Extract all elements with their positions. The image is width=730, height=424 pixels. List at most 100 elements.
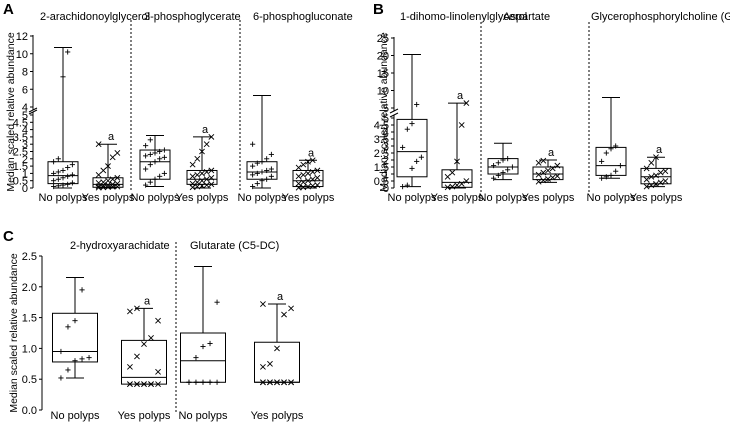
panel-a-subplot-2-group-0-point-4 [268,173,274,179]
panel-b-subplot-2-group-1-point-1 [648,182,655,189]
panel-b-subplot-2-title: Glycerophosphorylcholine (GPC) [591,11,730,23]
panel-b-y-tick-lower-6: 3 [383,141,389,153]
panel-a-subplot-0-group-1-point-15 [95,171,102,178]
panel-a-subplot-1-group-0-point-0 [143,182,149,188]
panel-a-y-tick-upper-2: 8 [22,67,28,79]
panel-c-subplot-0-group-1-annotation: a [144,295,151,307]
panel-b-subplot-0-group-1-annotation: a [457,90,464,102]
panel-a-subplot-0-group-0-point-12 [60,167,66,174]
panel-c-subplot-0-group-0-point-7 [72,318,78,324]
panel-a-subplot-0-group-0-point-9 [69,172,75,178]
panel-a-subplot-1-group-0-point-2 [152,176,158,182]
panel-a-subplot-2-group-0-point-13 [264,156,270,162]
panel-a-subplot-0-group-0-point-5 [51,178,57,184]
panel-a-y-tick-upper-0: 4 [22,102,28,114]
panel-a-y-tick-lower-0: 0 [22,183,28,195]
panel-b-subplot-2-group-0-point-6 [603,150,609,156]
panel-a-subplot-0-group-0-point-18 [65,49,71,55]
panel-b-y-tick-lower-8: 4 [383,127,389,139]
panel-a-subplot-2-group-0-point-0 [250,183,256,190]
panel-a-subplot-2-group-1-point-8 [309,176,316,183]
panel-c-subplot-0-group-1-point-10 [127,363,133,370]
panel-c-subplot-1-group-1-point-9 [288,379,294,386]
panel-a-subplot-1-group-1-point-16 [194,155,201,162]
panel-a-subplot-2-group-0-point-7 [259,169,265,175]
panel-c-subplot-0-group-0-point-8 [79,287,85,293]
panel-b-label: B [373,1,384,18]
panel-a-subplot-1-group-0-point-10 [143,153,149,159]
panel-a-subplot-1-group-1-point-8 [203,176,210,183]
panel-b-subplot-0-title: 1-dihomo-linolenylglycerol [400,11,527,23]
panel-b-subplot-1-group-0-point-3 [505,167,511,173]
panel-c-subplot-1-group-1-point-7 [274,379,280,386]
panel-b-subplot-0-group-1-point-2 [454,182,460,189]
panel-b-subplot-0-group-0-point-3 [414,158,420,164]
panel-c-subplot-1-group-0-box [180,332,226,383]
panel-b-subplot-0-group-1-box [441,169,473,188]
panel-a-subplot-0-group-1-point-13 [109,176,116,183]
panel-b-subplot-0-group-0-point-0 [400,184,406,190]
panel-a-subplot-0-group-0-point-2 [60,182,66,188]
panel-a-subplot-1-group-0-point-12 [152,150,158,156]
panel-b-y-tick-lower-5: 2.5 [374,148,389,160]
panel-b-subplot-0-group-1-point-0 [444,184,451,191]
panel-c-y-tick-5: 2.5 [22,251,37,263]
panel-c-y-tick-4: 2.0 [22,282,37,294]
panel-a-subplot-0-group-1-point-11 [100,179,107,186]
panel-a-y-tick-lower-3: 1.5 [13,161,28,173]
panel-c-subplot-1-group-0-point-7 [200,343,206,350]
panel-a-subplot-0-group-1-point-2 [105,184,111,191]
panel-b-subplot-2-group-1-point-11 [648,159,655,166]
panel-b-axis-break-mark-upper [389,108,399,114]
panel-a-y-tick-lower-8: 4 [22,125,28,137]
panel-c-subplot-0-group-1-point-7 [141,381,147,388]
panel-a-subplot-1-group-1-point-1 [194,183,201,190]
panel-a-subplot-2-group-0-point-10 [250,163,256,169]
panel-b-y-tick-lower-9: 4.5 [374,120,389,132]
panel-c-subplot-0-group-0-point-6 [65,324,71,330]
panel-c-subplot-1-group-0-point-3 [207,379,213,385]
panel-c-label: C [3,228,14,245]
panel-b-y-tick-lower-10: 5 [383,113,389,125]
panel-c-subplot-0-group-1-point-13 [148,335,154,341]
panel-a-subplot-1-group-1-annotation: a [202,124,209,136]
panel-a-subplot-1-group-0-category-label: No polyps [131,192,180,204]
panel-b-subplot-2-group-0-point-1 [603,174,609,180]
panel-c-y-tick-2: 1.0 [22,343,37,355]
panel-c-subplot-0-group-0-point-3 [79,356,85,362]
panel-a-subplot-2-group-1-point-1 [300,184,307,191]
panel-b-subplot-1-group-1-point-2 [545,175,551,182]
panel-a-subplot-2-group-1-point-5 [295,180,302,187]
panel-b-subplot-1-group-0-category-label: No polyps [479,192,528,204]
panel-a-subplot-0-group-1-category-label: Yes polyps [82,192,135,204]
panel-c-subplot-1-group-0-category-label: No polyps [179,410,228,422]
panel-b-y-tick-lower-4: 2 [383,155,389,167]
panel-c-subplot-1-group-0-point-9 [214,299,220,305]
panel-a-subplot-1-group-1-point-10 [189,173,196,180]
panel-c-subplot-1-group-0-point-5 [186,379,192,385]
panel-a-subplot-0-group-0-category-label: No polyps [39,192,88,204]
panel-a-subplot-0-group-1-point-16 [100,167,107,174]
panel-c-subplot-1-group-1-point-6 [267,379,273,386]
panel-b-subplot-2-group-1-point-7 [653,172,659,179]
panel-b-subplot-1-group-1-point-8 [549,165,556,172]
panel-a-subplot-1-group-0-point-5 [143,166,149,172]
panel-a-subplot-1-group-0-point-3 [157,173,163,179]
panel-a-subplot-1-group-1-category-label: Yes polyps [176,192,229,204]
panel-a-subplot-2-group-0-point-14 [268,151,274,158]
panel-a-y-tick-upper-4: 12 [16,31,28,43]
panel-a-subplot-2-group-1-point-4 [314,182,321,188]
panel-a-label: A [3,1,14,18]
panel-a-y-tick-upper-1: 6 [22,84,28,96]
panel-b-subplot-1-group-1-point-5 [535,171,542,178]
panel-c-subplot-0-group-0-point-2 [72,358,78,364]
panel-b-subplot-1-group-0-point-7 [500,157,506,163]
panel-a-subplot-0-group-0-point-17 [60,74,66,80]
panel-b-subplot-2-group-0-point-4 [617,163,623,169]
panel-b-y-tick-upper-3: 20 [377,51,389,63]
panel-a-subplot-1-group-0-point-7 [152,159,158,165]
panel-a-subplot-1-group-1-point-5 [189,180,196,187]
panel-a-subplot-1-group-1-point-19 [208,133,215,140]
panel-b-subplot-2-group-0-point-8 [613,143,619,149]
